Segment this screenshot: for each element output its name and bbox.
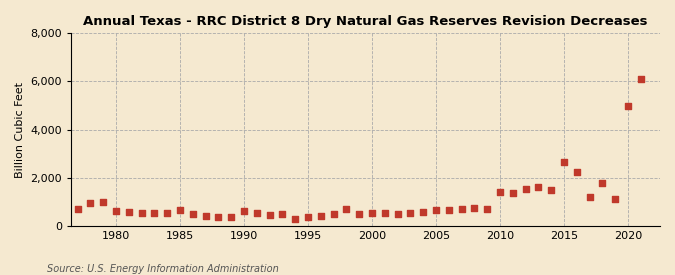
Point [200, 213, 211, 218]
Point [572, 169, 583, 174]
Point [469, 206, 480, 210]
Title: Annual Texas - RRC District 8 Dry Natural Gas Reserves Revision Decreases: Annual Texas - RRC District 8 Dry Natura… [83, 15, 648, 28]
Point [597, 180, 608, 185]
Point [533, 185, 544, 189]
Point [456, 207, 467, 211]
Point [213, 214, 224, 219]
Point [584, 195, 595, 199]
Point [251, 211, 262, 216]
Point [162, 210, 173, 215]
Point [85, 201, 96, 205]
Point [98, 200, 109, 204]
Point [328, 212, 339, 216]
Point [367, 211, 377, 215]
Point [226, 215, 237, 220]
Point [495, 190, 506, 194]
Point [508, 191, 518, 196]
Point [635, 77, 646, 81]
Text: Source: U.S. Energy Information Administration: Source: U.S. Energy Information Administ… [47, 264, 279, 274]
Point [188, 212, 198, 216]
Point [482, 207, 493, 211]
Point [418, 210, 429, 214]
Point [405, 211, 416, 215]
Point [290, 217, 300, 221]
Point [136, 210, 147, 215]
Point [341, 207, 352, 211]
Y-axis label: Billion Cubic Feet: Billion Cubic Feet [15, 82, 25, 178]
Point [124, 210, 134, 214]
Point [277, 212, 288, 216]
Point [392, 211, 403, 216]
Point [315, 214, 326, 218]
Point [610, 197, 620, 202]
Point [443, 207, 454, 212]
Point [354, 212, 364, 216]
Point [559, 160, 570, 164]
Point [111, 209, 122, 214]
Point [520, 186, 531, 191]
Point [379, 210, 390, 215]
Point [264, 213, 275, 217]
Point [175, 207, 186, 212]
Point [149, 211, 160, 216]
Point [72, 207, 83, 211]
Point [431, 207, 441, 212]
Point [302, 215, 313, 220]
Point [546, 188, 557, 192]
Point [238, 209, 249, 214]
Point [622, 103, 633, 108]
